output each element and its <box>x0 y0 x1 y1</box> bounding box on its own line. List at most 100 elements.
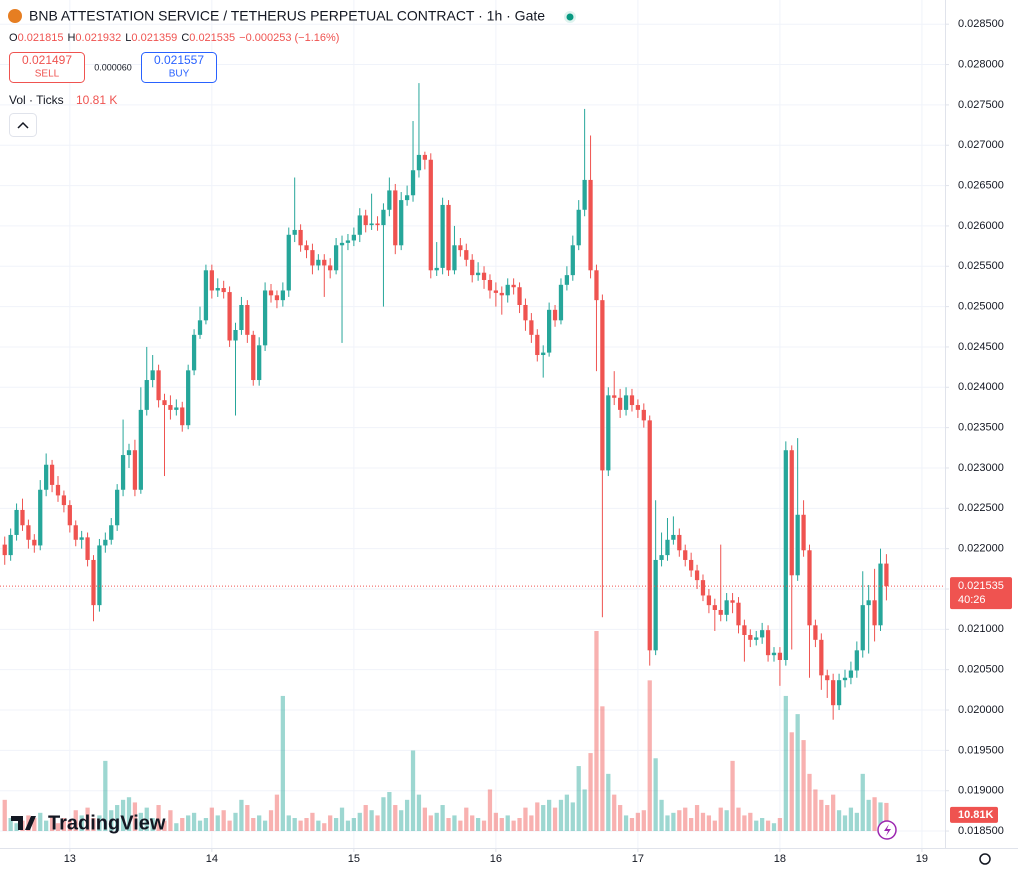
volume-bar <box>126 797 132 831</box>
volume-bar <box>280 695 285 831</box>
candle-body <box>120 455 126 490</box>
volume-bar <box>79 815 84 831</box>
volume-bar <box>523 807 528 831</box>
volume-bar <box>156 805 161 831</box>
sell-price[interactable]: 0.021497 <box>22 53 72 67</box>
y-tick-label: 0.023000 <box>958 462 1004 474</box>
candle-body <box>665 539 670 556</box>
volume-bar <box>446 818 451 831</box>
volume-bar <box>807 773 812 831</box>
watermark-text: TradingView <box>48 812 166 834</box>
candle-body <box>174 407 179 410</box>
candle-body <box>434 267 439 271</box>
volume-bar <box>712 820 717 831</box>
symbol-logo <box>8 9 22 23</box>
candle-body <box>700 580 706 596</box>
candle-body <box>304 245 309 251</box>
candle-body <box>32 539 37 546</box>
y-tick-label: 0.020500 <box>958 664 1004 676</box>
volume-bar <box>422 807 427 831</box>
candle-body <box>842 677 848 681</box>
volume-bar <box>848 807 854 831</box>
volume-bar <box>754 820 759 831</box>
volume-bar <box>570 802 575 831</box>
candle-body <box>671 534 676 540</box>
volume-bar <box>150 818 155 831</box>
candle-body <box>399 200 404 246</box>
volume-bar <box>487 789 493 831</box>
volume-bar <box>789 732 794 831</box>
candle-body <box>718 609 723 615</box>
sell-button[interactable] <box>9 52 85 83</box>
candle-body <box>109 525 114 540</box>
settings-button[interactable] <box>979 853 991 865</box>
legend-value: 0.021359 <box>131 32 177 44</box>
x-tick-label: 15 <box>348 853 360 865</box>
volume-bar <box>535 802 540 831</box>
y-tick-label: 0.027000 <box>958 139 1004 151</box>
candle-body <box>653 559 658 651</box>
sell-label[interactable]: SELL <box>35 69 60 80</box>
volume-bar <box>588 753 593 831</box>
buy-label[interactable]: BUY <box>169 69 190 80</box>
volume-bar <box>428 815 433 831</box>
candle-body <box>517 287 522 305</box>
volume-bar <box>162 820 167 831</box>
y-tick-label: 0.022000 <box>958 543 1004 555</box>
candle-body <box>588 179 593 271</box>
candle-body <box>825 675 830 681</box>
candle-body <box>328 265 333 271</box>
volume-bar <box>91 818 96 831</box>
candle-body <box>316 259 321 266</box>
volume-bar <box>564 794 570 831</box>
volume-bar <box>689 818 694 831</box>
volume-bar <box>73 810 78 831</box>
candle-body <box>677 534 682 551</box>
candle-body <box>97 545 102 606</box>
candle-body <box>91 559 96 606</box>
volume-bar <box>262 820 268 831</box>
candle-body <box>872 600 877 626</box>
candle-body <box>807 550 812 626</box>
candle-body <box>458 245 463 251</box>
y-tick-label: 0.024500 <box>958 341 1004 353</box>
candle-body <box>748 634 753 640</box>
candle-body <box>44 464 49 490</box>
volume-bar <box>328 815 333 831</box>
volume-bar <box>777 818 783 831</box>
volume-bar <box>2 799 7 831</box>
candle-body <box>375 223 380 226</box>
volume-bar <box>730 760 735 831</box>
buy-price[interactable]: 0.021557 <box>154 53 204 67</box>
volume-bar <box>582 789 587 831</box>
volume-bar <box>393 805 398 831</box>
volume-bar <box>671 812 676 831</box>
ohlc-legend: O0.021815 H0.021932 L0.021359 C0.021535 −0.0… <box>9 32 339 44</box>
candle-body <box>322 259 327 266</box>
volume-bar <box>168 810 173 831</box>
watermark-logo <box>11 816 36 830</box>
volume-bar <box>860 773 865 831</box>
volume-bar <box>665 815 670 831</box>
volume-bar <box>683 807 688 831</box>
volume-bar <box>647 680 652 831</box>
candle-body <box>618 397 623 410</box>
candle-body <box>558 284 564 321</box>
candle-body <box>612 395 617 398</box>
collapse-button[interactable] <box>9 113 37 137</box>
candle-body <box>487 279 493 291</box>
candle-body <box>860 605 865 651</box>
volume-bar <box>706 815 712 831</box>
legend-value: 0.021815 <box>18 32 64 44</box>
volume-bar <box>475 818 481 831</box>
volume-bar <box>8 818 13 831</box>
volume-bar <box>458 820 463 831</box>
candle-body <box>150 370 155 381</box>
volume-bar <box>552 807 558 831</box>
buy-button[interactable] <box>141 52 217 83</box>
candle-body <box>493 290 499 293</box>
volume-bar <box>659 799 664 831</box>
volume-bar <box>558 799 564 831</box>
volume-bar <box>316 820 321 831</box>
